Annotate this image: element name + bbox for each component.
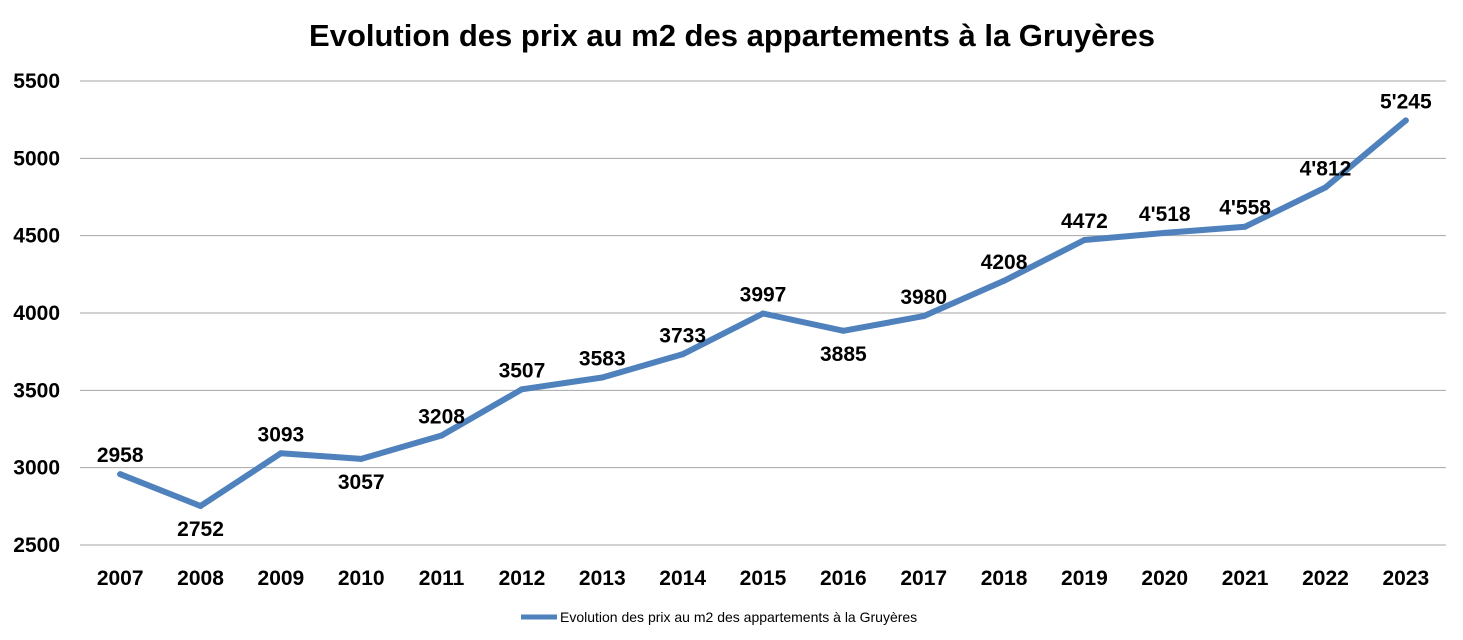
data-label: 5'245 (1380, 90, 1432, 113)
x-tick-label: 2014 (659, 567, 706, 590)
x-tick-label: 2009 (258, 567, 305, 590)
x-axis-ticks: 2007 2008 2009 2010 2011 2012 2013 2014 2015 2016… (97, 567, 1429, 590)
x-tick-label: 2016 (820, 567, 867, 590)
data-label: 4'558 (1219, 197, 1271, 220)
data-point (518, 386, 525, 393)
x-tick-label: 2020 (1141, 567, 1188, 590)
y-tick-label: 3000 (13, 457, 60, 480)
gridlines (80, 80, 1446, 546)
x-tick-label: 2022 (1302, 567, 1349, 590)
data-label: 4208 (981, 251, 1028, 274)
legend-label: Evolution des prix au m2 des appartement… (560, 609, 917, 625)
data-point (1081, 236, 1088, 243)
data-point (1161, 229, 1168, 236)
data-label: 2958 (97, 444, 144, 467)
x-tick-label: 2010 (338, 567, 385, 590)
x-tick-label: 2008 (177, 567, 224, 590)
data-point (1402, 117, 1409, 124)
data-point (679, 351, 686, 358)
data-point (438, 432, 445, 439)
x-tick-label: 2007 (97, 567, 144, 590)
y-tick-label: 5500 (13, 70, 60, 93)
data-point (117, 471, 124, 478)
y-tick-label: 4000 (13, 302, 60, 325)
data-label: 3885 (820, 343, 867, 366)
data-label: 4'812 (1300, 157, 1352, 180)
legend: Evolution des prix au m2 des appartement… (521, 609, 917, 625)
data-label: 3507 (499, 359, 546, 382)
y-axis-ticks: 2500 3000 3500 4000 4500 5000 5500 (13, 70, 60, 557)
x-tick-label: 2013 (579, 567, 626, 590)
y-tick-label: 3500 (13, 379, 60, 402)
data-point (358, 455, 365, 462)
data-point (599, 374, 606, 381)
data-label: 4'518 (1139, 203, 1191, 226)
series-layer (117, 117, 1409, 510)
x-tick-label: 2011 (419, 567, 465, 590)
data-point (920, 313, 927, 320)
data-label: 3980 (900, 286, 947, 309)
x-tick-label: 2023 (1382, 567, 1429, 590)
x-tick-label: 2019 (1061, 567, 1108, 590)
y-tick-label: 5000 (13, 147, 60, 170)
x-tick-label: 2012 (499, 567, 546, 590)
data-point (760, 310, 766, 317)
data-label: 3093 (258, 423, 305, 446)
data-point (840, 327, 847, 334)
chart-title: Evolution des prix au m2 des appartement… (309, 18, 1155, 53)
x-tick-label: 2015 (740, 567, 787, 590)
x-tick-label: 2021 (1222, 567, 1269, 590)
y-tick-label: 2500 (13, 534, 60, 557)
x-tick-label: 2018 (981, 567, 1028, 590)
data-label: 4472 (1061, 210, 1108, 233)
data-label: 3583 (579, 347, 626, 370)
y-tick-label: 4500 (13, 225, 60, 248)
data-labels: 2958 2752 3093 3057 3208 3507 3583 3733 3997 3885… (97, 90, 1432, 541)
data-point (197, 503, 204, 510)
data-point (1242, 223, 1249, 230)
data-label: 3997 (740, 283, 787, 306)
data-label: 3057 (338, 471, 385, 494)
data-label: 3733 (659, 324, 706, 347)
x-tick-label: 2017 (900, 567, 947, 590)
data-point (1322, 184, 1329, 191)
data-label: 2752 (177, 518, 224, 541)
data-point (277, 450, 284, 457)
data-point (1001, 277, 1008, 284)
data-label: 3208 (418, 405, 465, 428)
